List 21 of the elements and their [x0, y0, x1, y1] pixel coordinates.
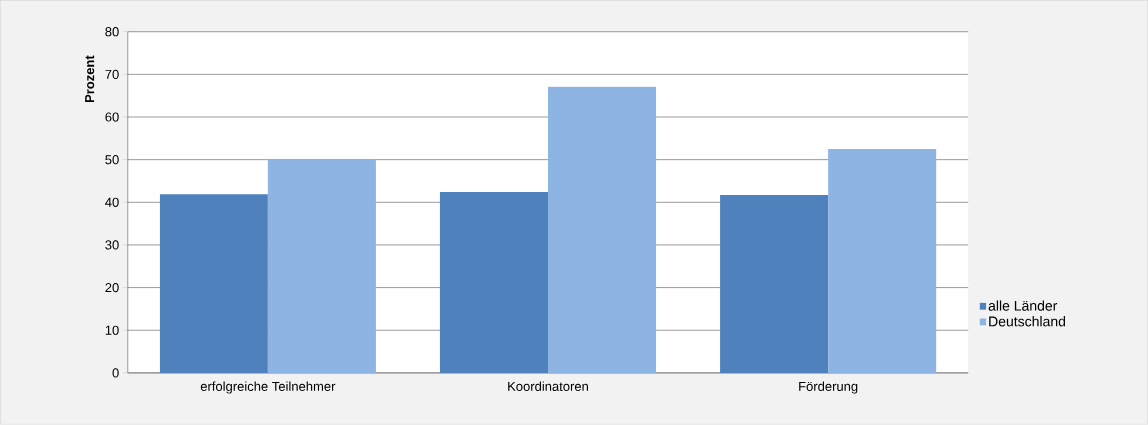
x-tick-label: erfolgreiche Teilnehmer — [200, 381, 336, 394]
x-tick-label: Koordinatoren — [508, 381, 588, 392]
bar — [828, 149, 937, 374]
y-tick-label: 30 — [105, 240, 119, 250]
x-tick-label: Förderung — [799, 381, 858, 394]
y-tick-label: 20 — [105, 283, 119, 293]
y-tick-label: 40 — [105, 197, 119, 208]
y-tick-label: 0 — [112, 368, 119, 378]
y-tick-label: 50 — [105, 155, 119, 165]
bar — [547, 86, 657, 374]
bar — [267, 159, 376, 374]
y-axis-title: Prozent — [85, 55, 95, 103]
legend-label: Deutschland — [989, 316, 1066, 327]
y-tick-label: 60 — [105, 112, 119, 122]
legend-label: alle Länder — [988, 300, 1058, 311]
bar — [439, 192, 548, 374]
y-tick-label: 10 — [105, 325, 119, 336]
y-tick-label: 80 — [105, 27, 119, 37]
bar — [159, 194, 268, 374]
y-tick-label: 70 — [105, 69, 119, 80]
bar — [720, 195, 829, 374]
